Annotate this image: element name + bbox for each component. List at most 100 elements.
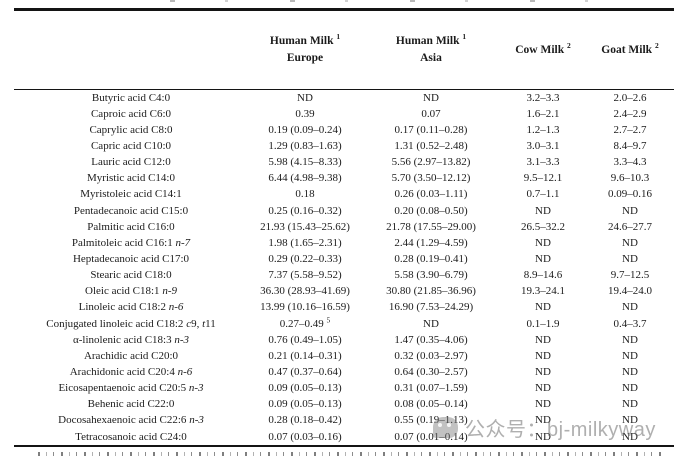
table-row: Behenic acid C22:0 0.09 (0.05–0.13) 0.08 (… bbox=[14, 397, 674, 413]
value-cell-cow-milk: ND bbox=[535, 236, 551, 249]
value-cell-human-milk-asia: 0.55 (0.19–1.13) bbox=[394, 414, 468, 427]
value-cell-cow-milk: 19.3–24.1 bbox=[521, 285, 565, 298]
value-cell-human-milk-europe: 0.21 (0.14–0.31) bbox=[268, 349, 342, 362]
value-cell-human-milk-asia: 5.56 (2.97–13.82) bbox=[391, 156, 471, 169]
fatty-acid-label: Linoleic acid C18:2 n-6 bbox=[78, 301, 184, 314]
fatty-acid-label: Palmitoleic acid C16:1 n-7 bbox=[71, 236, 191, 249]
value-cell-human-milk-europe: 6.44 (4.98–9.38) bbox=[268, 172, 342, 185]
value-cell-human-milk-europe: 7.37 (5.58–9.52) bbox=[268, 269, 342, 282]
value-cell-human-milk-asia: 1.31 (0.52–2.48) bbox=[394, 139, 468, 152]
value-cell-cow-milk: 3.0–3.1 bbox=[526, 139, 560, 152]
value-cell-human-milk-europe: 1.98 (1.65–2.31) bbox=[268, 236, 342, 249]
value-cell-goat-milk: 0.09–0.16 bbox=[608, 188, 652, 201]
col-header-human-milk-europe: Human Milk 1 Europe bbox=[248, 9, 362, 90]
value-cell-human-milk-asia: 21.78 (17.55–29.00) bbox=[386, 220, 476, 233]
value-cell-human-milk-asia: 0.31 (0.07–1.59) bbox=[394, 382, 468, 395]
value-cell-human-milk-europe: 0.27–0.49 5 bbox=[279, 314, 331, 330]
value-cell-goat-milk: 2.4–2.9 bbox=[613, 107, 647, 120]
value-cell-goat-milk: ND bbox=[622, 398, 638, 411]
table-row: Capric acid C10:0 1.29 (0.83–1.63) 1.31 (0… bbox=[14, 138, 674, 154]
fatty-acid-label: α-linolenic acid C18:3 n-3 bbox=[72, 333, 190, 346]
value-cell-human-milk-europe: 0.76 (0.49–1.05) bbox=[268, 333, 342, 346]
fatty-acid-label: Behenic acid C22:0 bbox=[87, 398, 175, 411]
table-row: α-linolenic acid C18:3 n-3 0.76 (0.49–1.0… bbox=[14, 332, 674, 348]
value-cell-goat-milk: ND bbox=[622, 333, 638, 346]
value-cell-cow-milk: ND bbox=[535, 349, 551, 362]
value-cell-cow-milk: 26.5–32.2 bbox=[521, 220, 565, 233]
table-row: Myristic acid C14:0 6.44 (4.98–9.38) 5.70 … bbox=[14, 171, 674, 187]
value-cell-human-milk-europe: 0.29 (0.22–0.33) bbox=[268, 252, 342, 265]
value-cell-goat-milk: ND bbox=[622, 301, 638, 314]
value-cell-cow-milk: ND bbox=[535, 430, 551, 443]
fatty-acid-label: Capric acid C10:0 bbox=[90, 139, 172, 152]
value-cell-goat-milk: 8.4–9.7 bbox=[613, 139, 647, 152]
table-row: Palmitoleic acid C16:1 n-7 1.98 (1.65–2.3… bbox=[14, 235, 674, 251]
table-row: Pentadecanoic acid C15:0 0.25 (0.16–0.32)… bbox=[14, 203, 674, 219]
value-cell-human-milk-asia: 0.64 (0.30–2.57) bbox=[394, 365, 468, 378]
value-cell-goat-milk: ND bbox=[622, 236, 638, 249]
value-cell-human-milk-europe: 1.29 (0.83–1.63) bbox=[268, 139, 342, 152]
value-cell-cow-milk: 3.2–3.3 bbox=[526, 91, 560, 104]
value-cell-goat-milk: 2.7–2.7 bbox=[613, 123, 647, 136]
value-cell-human-milk-europe: 0.09 (0.05–0.13) bbox=[268, 382, 342, 395]
value-cell-goat-milk: ND bbox=[622, 349, 638, 362]
fatty-acid-label: Palmitic acid C16:0 bbox=[87, 220, 175, 233]
value-cell-cow-milk: ND bbox=[535, 333, 551, 346]
value-cell-human-milk-asia: 2.44 (1.29–4.59) bbox=[394, 236, 468, 249]
value-cell-cow-milk: 8.9–14.6 bbox=[523, 269, 563, 282]
value-cell-human-milk-europe: 0.09 (0.05–0.13) bbox=[268, 398, 342, 411]
value-cell-human-milk-asia: ND bbox=[423, 317, 439, 330]
value-cell-cow-milk: 3.1–3.3 bbox=[526, 156, 560, 169]
value-cell-goat-milk: ND bbox=[622, 365, 638, 378]
value-cell-human-milk-europe: 13.99 (10.16–16.59) bbox=[260, 301, 350, 314]
fatty-acid-label: Tetracosanoic acid C24:0 bbox=[75, 430, 187, 443]
fatty-acid-composition-table: Human Milk 1 Europe Human Milk 1 Asia Cow Mi… bbox=[14, 8, 674, 448]
value-cell-human-milk-europe: 0.28 (0.18–0.42) bbox=[268, 414, 342, 427]
table-row: Caprylic acid C8:0 0.19 (0.09–0.24) 0.17 (… bbox=[14, 122, 674, 138]
value-cell-cow-milk: 0.7–1.1 bbox=[526, 188, 560, 201]
value-cell-human-milk-europe: 36.30 (28.93–41.69) bbox=[260, 285, 350, 298]
fatty-acid-label: Heptadecanoic acid C17:0 bbox=[72, 252, 190, 265]
table-row: Caproic acid C6:0 0.39 0.07 1.6–2.1 2.4–2.9 bbox=[14, 106, 674, 122]
fatty-acid-label: Stearic acid C18:0 bbox=[90, 269, 172, 282]
value-cell-human-milk-asia: 0.08 (0.05–0.14) bbox=[394, 398, 468, 411]
table-header: Human Milk 1 Europe Human Milk 1 Asia Cow Mi… bbox=[14, 9, 674, 90]
value-cell-human-milk-asia: 1.47 (0.35–4.06) bbox=[394, 333, 468, 346]
fatty-acid-label: Pentadecanoic acid C15:0 bbox=[73, 204, 189, 217]
value-cell-cow-milk: ND bbox=[535, 365, 551, 378]
value-cell-human-milk-asia: ND bbox=[423, 91, 439, 104]
value-cell-goat-milk: 0.4–3.7 bbox=[613, 317, 647, 330]
value-cell-goat-milk: 9.6–10.3 bbox=[610, 172, 650, 185]
table-row: Butyric acid C4:0 ND ND 3.2–3.3 2.0–2.6 bbox=[14, 90, 674, 107]
table-row: Tetracosanoic acid C24:0 0.07 (0.03–0.16)… bbox=[14, 429, 674, 446]
table-row: Palmitic acid C16:0 21.93 (15.43–25.62) 21… bbox=[14, 219, 674, 235]
fatty-acid-label: Arachidic acid C20:0 bbox=[83, 349, 179, 362]
value-cell-cow-milk: 9.5–12.1 bbox=[523, 172, 563, 185]
value-cell-human-milk-europe: 5.98 (4.15–8.33) bbox=[268, 156, 342, 169]
fatty-acid-label: Conjugated linoleic acid C18:2 c9, t11 bbox=[46, 317, 216, 330]
col-header-fatty-acid bbox=[14, 9, 248, 90]
table-row: Heptadecanoic acid C17:0 0.29 (0.22–0.33)… bbox=[14, 251, 674, 267]
table-body: Butyric acid C4:0 ND ND 3.2–3.3 2.0–2.6 Capro… bbox=[14, 90, 674, 447]
value-cell-human-milk-asia: 0.07 (0.01–0.14) bbox=[394, 430, 468, 443]
value-cell-cow-milk: 1.6–2.1 bbox=[526, 107, 560, 120]
value-cell-cow-milk: ND bbox=[535, 252, 551, 265]
fatty-acid-label: Oleic acid C18:1 n-9 bbox=[85, 285, 177, 298]
value-cell-goat-milk: ND bbox=[622, 204, 638, 217]
value-cell-human-milk-asia: 0.26 (0.03–1.11) bbox=[394, 188, 468, 201]
table-row: Oleic acid C18:1 n-9 36.30 (28.93–41.69) 3… bbox=[14, 284, 674, 300]
value-cell-goat-milk: ND bbox=[622, 382, 638, 395]
table-row: Docosahexaenoic acid C22:6 n-3 0.28 (0.18… bbox=[14, 413, 674, 429]
value-cell-goat-milk: 24.6–27.7 bbox=[608, 220, 652, 233]
cropped-text-top-sliver bbox=[170, 0, 650, 2]
fatty-acid-table-wrap: Human Milk 1 Europe Human Milk 1 Asia Cow Mi… bbox=[14, 8, 674, 448]
value-cell-cow-milk: ND bbox=[535, 204, 551, 217]
value-cell-human-milk-europe: ND bbox=[297, 91, 313, 104]
table-row: Stearic acid C18:0 7.37 (5.58–9.52) 5.58 (… bbox=[14, 268, 674, 284]
value-cell-human-milk-asia: 0.32 (0.03–2.97) bbox=[394, 349, 468, 362]
value-cell-human-milk-asia: 0.28 (0.19–0.41) bbox=[394, 252, 468, 265]
fatty-acid-label: Myristic acid C14:0 bbox=[87, 172, 175, 185]
cropped-footnote-sliver bbox=[38, 452, 666, 456]
fatty-acid-label: Myristoleic acid C14:1 bbox=[80, 188, 182, 201]
